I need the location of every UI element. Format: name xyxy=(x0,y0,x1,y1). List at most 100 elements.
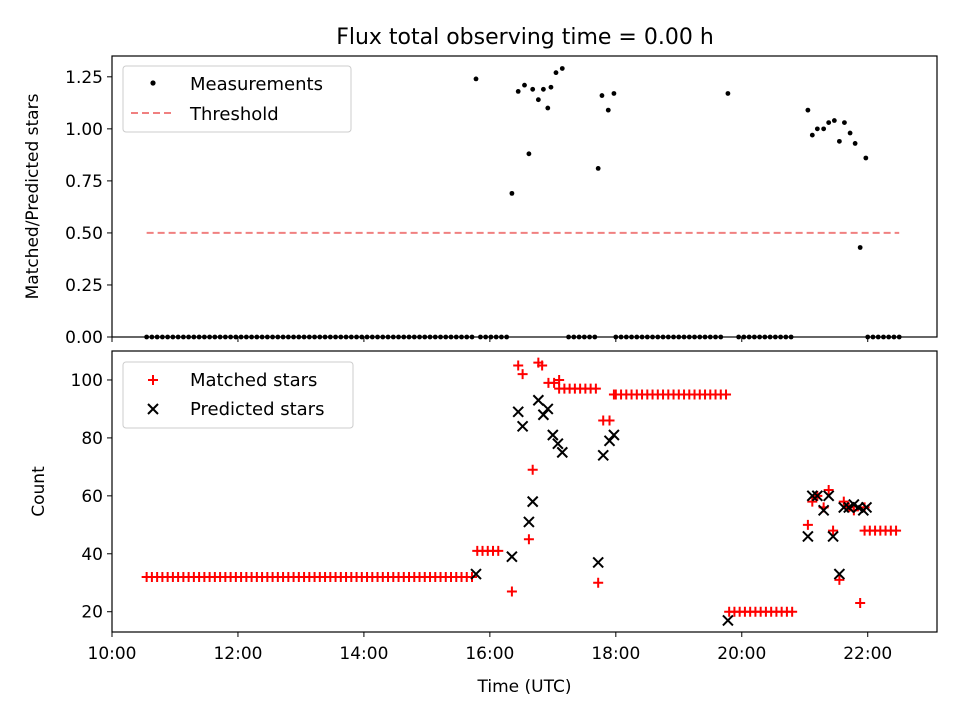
legend-measurements-label: Measurements xyxy=(190,74,323,95)
measurement-point xyxy=(863,155,869,161)
matched-star-point xyxy=(834,574,845,585)
top-y-tick-label: 1.25 xyxy=(65,68,103,88)
predicted-star-point xyxy=(822,490,835,502)
matched-star-point xyxy=(523,534,534,545)
measurement-point xyxy=(599,93,605,98)
top-y-axis-label: Matched/Predicted stars xyxy=(23,93,43,299)
measurement-point xyxy=(826,120,832,126)
legend-matched-label: Matched stars xyxy=(190,370,317,391)
bottom-x-tick-label: 14:00 xyxy=(339,644,388,664)
matched-star-point xyxy=(549,377,560,388)
bottom-y-tick-label: 60 xyxy=(81,487,103,507)
top-y-tick-label: 0.00 xyxy=(65,328,103,348)
predicted-star-point xyxy=(827,530,839,543)
bottom-panel: 20 40 60 80 100 10:00 12:00 14:00 16:00 18:00 20:… xyxy=(29,350,938,697)
legend-predicted-marker xyxy=(147,403,159,415)
matched-star-point xyxy=(590,383,601,394)
predicted-star-point xyxy=(516,420,529,433)
bottom-y-axis-label: Count xyxy=(29,466,49,517)
predicted-star-point xyxy=(838,501,850,514)
matched-star-point xyxy=(787,606,798,617)
bottom-x-tick-label: 10:00 xyxy=(88,644,137,664)
predicted-star-point xyxy=(556,446,568,459)
top-y-axis: 0.00 0.25 0.50 0.75 1.00 1.25 xyxy=(65,68,112,348)
matched-star-point xyxy=(891,525,902,536)
matched-star-point xyxy=(721,389,732,400)
top-legend: Measurements Threshold xyxy=(122,65,352,133)
matched-star-point xyxy=(593,577,604,588)
measurement-point xyxy=(509,190,515,196)
predicted-star-point xyxy=(532,394,545,406)
top-y-tick-label: 0.50 xyxy=(65,224,103,244)
top-panel: 0.00 0.25 0.50 0.75 1.00 1.25 Matched/Predict… xyxy=(23,55,938,348)
measurement-point xyxy=(535,97,541,103)
measurement-point xyxy=(831,118,837,123)
bottom-y-tick-label: 20 xyxy=(81,603,103,623)
measurement-point xyxy=(559,66,565,71)
legend-matched-glyph xyxy=(148,375,158,385)
measurement-point xyxy=(605,107,611,113)
matched-star-point xyxy=(493,545,504,556)
bottom-x-tick-label: 16:00 xyxy=(465,644,514,664)
measurement-point xyxy=(847,130,853,136)
bottom-plot-marks xyxy=(141,357,902,627)
matched-star-point xyxy=(823,485,834,496)
top-x-axis-ticks xyxy=(111,337,869,342)
matched-star-point xyxy=(802,519,813,530)
measurement-point xyxy=(821,126,827,132)
matched-star-point xyxy=(513,360,524,371)
predicted-star-point xyxy=(526,495,539,508)
measurement-point xyxy=(809,132,815,138)
bottom-x-tick-label: 18:00 xyxy=(591,644,640,664)
measurement-point xyxy=(595,166,601,171)
predicted-star-point xyxy=(597,449,609,461)
predicted-star-point xyxy=(860,501,873,514)
measurement-point xyxy=(611,91,617,96)
bottom-x-axis: 10:00 12:00 14:00 16:00 18:00 20:00 22:00 xyxy=(88,632,892,664)
measurement-point xyxy=(836,138,842,144)
top-y-tick-label: 0.25 xyxy=(65,276,103,296)
bottom-legend: Matched stars Predicted stars xyxy=(122,361,354,429)
bottom-x-tick-label: 12:00 xyxy=(213,644,262,664)
legend-matched-marker xyxy=(148,375,158,385)
x-axis-label: Time (UTC) xyxy=(477,677,572,697)
measurement-point xyxy=(545,105,551,111)
matched-star-point xyxy=(517,369,528,380)
predicted-star-point xyxy=(470,568,482,580)
measurement-point xyxy=(725,91,731,96)
chart-title: Flux total observing time = 0.00 h xyxy=(336,25,714,50)
predicted-star-point xyxy=(722,614,734,627)
matched-star-point xyxy=(608,389,619,400)
matched-star-point xyxy=(838,496,849,507)
bottom-x-tick-label: 20:00 xyxy=(717,644,766,664)
matched-star-point xyxy=(554,374,565,385)
predicted-star-point xyxy=(542,403,554,415)
predicted-star-point xyxy=(547,429,559,441)
bottom-x-tick-label: 22:00 xyxy=(843,644,892,664)
predicted-star-point xyxy=(592,556,604,569)
bottom-legend-box xyxy=(122,361,354,429)
bottom-y-axis: 20 40 60 80 100 xyxy=(71,371,112,623)
predicted-star-point xyxy=(806,490,819,502)
predicted-star-point xyxy=(608,429,620,441)
matched-star-point xyxy=(537,360,548,371)
legend-measurements-marker xyxy=(150,80,156,86)
measurement-point xyxy=(842,120,847,126)
bottom-y-tick-label: 80 xyxy=(81,429,103,449)
matched-star-point xyxy=(828,525,839,536)
measurement-point xyxy=(553,70,559,76)
top-y-tick-label: 0.75 xyxy=(65,172,103,192)
predicted-star-point xyxy=(512,406,524,418)
measurement-point xyxy=(857,245,863,250)
predicted-star-point xyxy=(506,550,518,563)
matched-star-point xyxy=(527,464,538,475)
bottom-y-tick-label: 100 xyxy=(71,371,103,391)
legend-threshold-label: Threshold xyxy=(189,104,279,125)
legend-predicted-glyph xyxy=(147,403,159,415)
measurement-point xyxy=(805,107,811,113)
top-y-tick-label: 1.00 xyxy=(65,120,103,140)
top-legend-box xyxy=(122,65,352,133)
measurement-point xyxy=(526,151,532,157)
bottom-y-tick-label: 40 xyxy=(81,545,103,565)
